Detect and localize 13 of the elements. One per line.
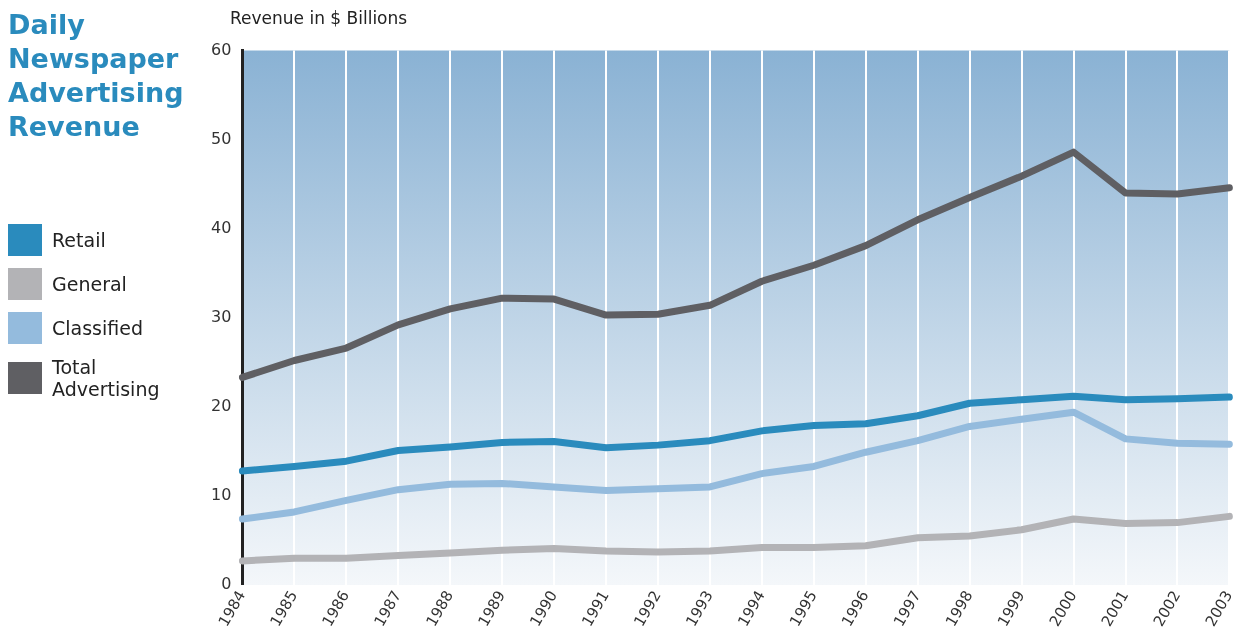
legend-label: General xyxy=(52,273,127,295)
y-tick-label: 10 xyxy=(211,485,232,505)
y-tick-label: 60 xyxy=(211,39,232,59)
y-tick-label: 40 xyxy=(211,217,232,237)
legend-label: Classified xyxy=(52,317,143,339)
y-tick-label: 30 xyxy=(211,306,232,326)
y-tick-label: 0 xyxy=(221,574,232,594)
chart-title: Daily Newspaper Advertising Revenue xyxy=(8,8,185,144)
y-tick-label: 50 xyxy=(211,128,232,148)
legend-label: Total Advertising xyxy=(52,356,161,400)
y-axis-title: Revenue in $ Billions xyxy=(230,8,409,30)
legend-label: Retail xyxy=(52,229,106,251)
y-tick-label: 20 xyxy=(211,395,232,415)
